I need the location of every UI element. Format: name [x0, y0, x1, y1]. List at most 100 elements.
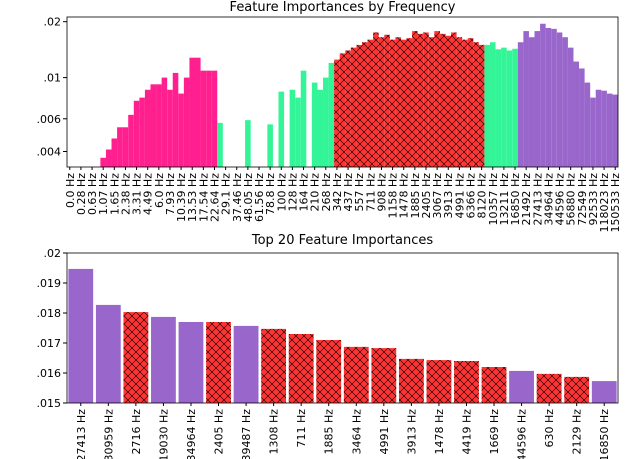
bar — [139, 97, 145, 167]
bar — [95, 304, 121, 403]
bar — [567, 47, 574, 167]
bar — [172, 72, 179, 167]
bar-hatch — [473, 42, 479, 167]
x-tick-label: 44596 Hz — [516, 409, 529, 459]
bar-hatch — [361, 42, 368, 167]
x-tick-label: 13211 Hz — [498, 173, 511, 226]
bar — [150, 84, 157, 167]
bar — [595, 89, 602, 167]
x-tick-label: 1478 Hz — [433, 409, 446, 455]
y-tick-label: .006 — [37, 113, 62, 126]
x-tick-label: 1478 Hz — [398, 173, 411, 219]
x-tick-label: 56880 Hz — [565, 173, 578, 226]
bar-hatch — [454, 361, 479, 403]
bar — [122, 127, 129, 167]
bar-hatch — [536, 373, 562, 403]
bar — [311, 82, 318, 167]
bar — [178, 93, 184, 167]
bar-hatch — [371, 348, 397, 403]
x-tick-label: 100 Hz — [275, 173, 288, 212]
y-tick-label: .004 — [37, 145, 62, 158]
x-tick-label: 72549 Hz — [576, 173, 589, 226]
bar — [233, 325, 259, 403]
bar-hatch — [564, 376, 590, 403]
x-tick-label: 19030 Hz — [157, 409, 170, 459]
x-tick-label: 30959 Hz — [102, 409, 115, 459]
x-tick-label: 908 Hz — [375, 173, 388, 212]
bar — [295, 97, 301, 167]
bar — [489, 42, 496, 167]
bar — [206, 70, 212, 167]
bar — [512, 48, 518, 167]
bar-hatch — [426, 360, 452, 403]
bar — [545, 27, 552, 167]
bar — [606, 93, 613, 167]
bar — [68, 268, 94, 403]
bar — [156, 84, 162, 167]
bar — [591, 381, 617, 403]
bar-hatch — [439, 33, 446, 167]
bar — [300, 70, 307, 167]
axes-frame — [66, 252, 619, 404]
x-tick-label: 37.46 Hz — [231, 173, 244, 222]
bar-hatch — [445, 35, 452, 167]
x-tick-label: 3067 Hz — [431, 173, 444, 219]
bar — [195, 57, 201, 167]
bar — [167, 89, 173, 167]
bar — [183, 77, 190, 167]
plot-area — [68, 268, 617, 403]
bar — [117, 127, 123, 167]
x-tick-label: 711 Hz — [364, 173, 377, 212]
x-tick-label: 150533 Hz — [609, 173, 622, 233]
x-tick-label: 711 Hz — [295, 409, 308, 448]
x-tick-label: 92533 Hz — [587, 173, 600, 226]
bar-hatch — [373, 32, 379, 167]
bar-hatch — [288, 334, 314, 403]
x-tick-label: 21492 Hz — [520, 173, 533, 226]
x-tick-label: 48.05 Hz — [242, 173, 255, 222]
x-tick-label: 39487 Hz — [240, 409, 253, 459]
bar — [551, 28, 557, 167]
x-tick-label: 3913 Hz — [405, 409, 418, 455]
bar — [579, 68, 585, 167]
bar — [540, 23, 546, 167]
bar-hatch — [481, 367, 507, 403]
x-tick-label: 0.0 Hz — [64, 173, 77, 208]
x-tick-label: 4991 Hz — [453, 173, 466, 219]
bar-hatch — [123, 312, 149, 403]
x-tick-label: 268 Hz — [320, 173, 333, 212]
x-tick-label: 437 Hz — [342, 173, 355, 212]
x-tick-label: 29.1 Hz — [220, 173, 233, 215]
x-tick-label: 3464 Hz — [350, 409, 363, 455]
bar — [495, 49, 502, 167]
x-tick-label: 8120 Hz — [476, 173, 489, 219]
x-tick-label: 22.64 Hz — [208, 173, 221, 222]
y-tick-label: .015 — [37, 397, 62, 410]
bar-hatch — [428, 37, 435, 167]
bar — [323, 77, 329, 167]
bar-hatch — [434, 31, 440, 167]
bar — [211, 70, 218, 167]
y-tick-label: .016 — [37, 367, 62, 380]
y-tick-label: .017 — [37, 337, 62, 350]
bar-hatch — [356, 44, 362, 167]
x-tick-label: 4991 Hz — [378, 409, 391, 455]
x-tick-label: 557 Hz — [353, 173, 366, 212]
x-tick-label: 1885 Hz — [409, 173, 422, 219]
x-tick-label: 34964 Hz — [185, 409, 198, 459]
bar-hatch — [395, 37, 401, 167]
plot-area — [100, 23, 618, 167]
bar — [509, 370, 534, 403]
x-tick-label: 128 Hz — [286, 173, 299, 212]
x-tick-label: 4.49 Hz — [142, 173, 155, 215]
x-tick-label: 4419 Hz — [460, 409, 473, 455]
y-tick-label: .02 — [44, 16, 62, 29]
bar-hatch — [467, 38, 474, 167]
bar — [573, 61, 580, 167]
x-tick-label: 6366 Hz — [465, 173, 478, 219]
x-tick-label: 17.54 Hz — [197, 173, 210, 222]
bar — [217, 122, 223, 167]
x-tick-label: 6.0 Hz — [153, 173, 166, 208]
bar — [528, 37, 535, 167]
